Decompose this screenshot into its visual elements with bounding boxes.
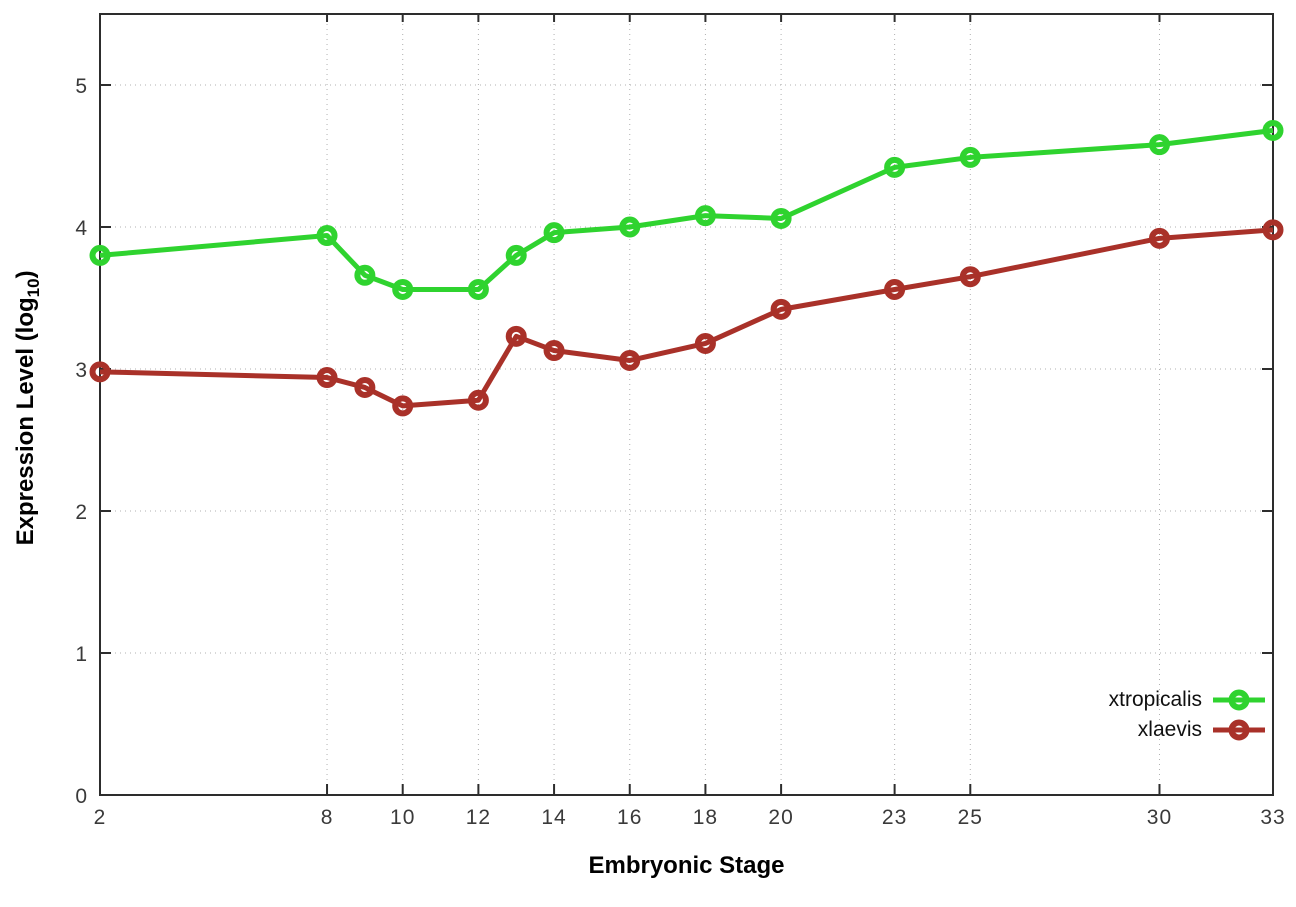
data-point-xtropicalis-stage-30 [1148,134,1170,156]
x-tick-label: 23 [882,806,907,829]
data-point-xtropicalis-stage-20 [770,207,792,229]
data-point-xtropicalis-stage-16 [619,216,641,238]
legend-marker-xlaevis [1213,719,1265,741]
y-tick-label: 5 [75,75,88,98]
x-tick-label: 33 [1260,806,1285,829]
data-point-xtropicalis-stage-18 [694,205,716,227]
series-line-xtropicalis [99,127,1274,292]
data-point-xlaevis-stage-23 [884,278,906,300]
data-point-xtropicalis-stage-33 [1262,119,1284,141]
y-axis-title-close: ) [12,270,40,279]
series-line-xlaevis [99,227,1274,409]
data-point-xtropicalis-stage-10 [392,278,414,300]
data-point-xtropicalis-stage-2 [89,244,111,266]
data-point-xtropicalis-stage-9 [354,264,376,286]
x-tick-label: 10 [390,806,415,829]
plot-border [99,13,1274,796]
data-point-xlaevis-stage-16 [619,349,641,371]
x-tick-label: 14 [541,806,566,829]
x-tick-label: 18 [693,806,718,829]
data-point-xlaevis-stage-25 [959,266,981,288]
legend-item-xlaevis: xlaevis [1109,715,1266,745]
data-point-xlaevis-stage-33 [1262,219,1284,241]
data-point-xtropicalis-stage-8 [316,225,338,247]
y-tick-label: 2 [75,501,88,524]
data-point-xlaevis-stage-13 [505,325,527,347]
legend-label-xlaevis: xlaevis [1137,718,1202,741]
data-point-xlaevis-stage-20 [770,298,792,320]
legend-label-xtropicalis: xtropicalis [1108,688,1202,711]
data-point-xlaevis-stage-30 [1148,227,1170,249]
y-axis-title: Expression Level (log10) [12,208,44,608]
legend: xtropicalis xlaevis [1109,685,1266,745]
data-point-xlaevis-stage-2 [89,361,111,383]
y-axis-title-subscript: 10 [23,278,43,298]
data-point-xtropicalis-stage-25 [959,146,981,168]
data-point-xlaevis-stage-8 [316,367,338,389]
data-point-xtropicalis-stage-14 [543,222,565,244]
x-tick-label: 2 [94,806,107,829]
data-point-xlaevis-stage-10 [392,395,414,417]
data-point-xtropicalis-stage-23 [884,156,906,178]
y-axis-title-text: Expression Level (log [12,297,40,546]
data-point-xlaevis-stage-18 [694,332,716,354]
data-point-xtropicalis-stage-13 [505,244,527,266]
y-tick-label: 1 [75,643,88,666]
data-point-xtropicalis-stage-12 [467,278,489,300]
x-tick-label: 12 [466,806,491,829]
y-tick-label: 3 [75,359,88,382]
x-axis-title: Embryonic Stage [588,852,785,879]
data-point-xlaevis-stage-9 [354,376,376,398]
x-tick-label: 25 [958,806,983,829]
legend-marker-xtropicalis [1213,689,1265,711]
data-point-xlaevis-stage-12 [467,389,489,411]
data-point-xlaevis-stage-14 [543,340,565,362]
y-tick-label: 0 [75,785,88,808]
x-tick-label: 30 [1147,806,1172,829]
y-tick-label: 4 [75,217,88,240]
x-tick-label: 8 [321,806,334,829]
legend-item-xtropicalis: xtropicalis [1109,685,1266,715]
x-tick-label: 16 [617,806,642,829]
x-tick-label: 20 [768,806,793,829]
